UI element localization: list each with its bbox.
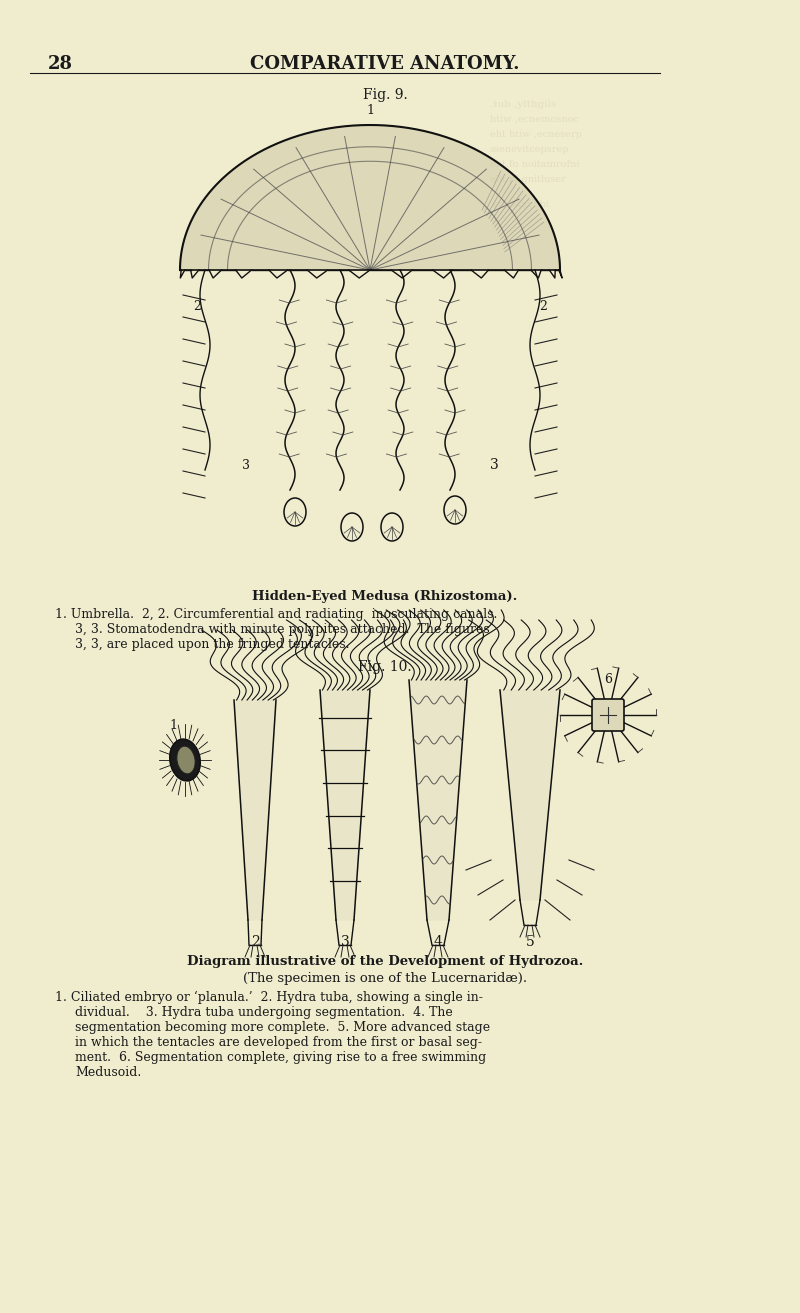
Text: segmentation becoming more complete.  5. More advanced stage: segmentation becoming more complete. 5. … <box>75 1022 490 1035</box>
Text: 2: 2 <box>193 299 201 312</box>
Text: eht htiw ,ecneserp: eht htiw ,ecneserp <box>490 130 582 139</box>
Text: 6: 6 <box>604 674 612 685</box>
Ellipse shape <box>177 746 195 773</box>
Text: (The specimen is one of the Lucernaridæ).: (The specimen is one of the Lucernaridæ)… <box>243 972 527 985</box>
Text: ssenevitcepsrep: ssenevitcepsrep <box>490 144 570 154</box>
Text: COMPARATIVE ANATOMY.: COMPARATIVE ANATOMY. <box>250 55 520 74</box>
Text: in which the tentacles are developed from the first or basal seg-: in which the tentacles are developed fro… <box>75 1036 482 1049</box>
Polygon shape <box>500 691 560 899</box>
Polygon shape <box>234 700 276 920</box>
Text: 3, 3, are placed upon the fringed tentacles.: 3, 3, are placed upon the fringed tentac… <box>75 638 350 651</box>
Text: Hidden-Eyed Medusa (Rhizostoma).: Hidden-Eyed Medusa (Rhizostoma). <box>252 590 518 603</box>
Text: eht ni gnitluser: eht ni gnitluser <box>490 175 566 184</box>
Text: Diagram illustrative of the Development of Hydrozoa.: Diagram illustrative of the Development … <box>187 955 583 968</box>
Text: Fig. 9.: Fig. 9. <box>362 88 407 102</box>
Text: 2: 2 <box>250 935 259 949</box>
Polygon shape <box>180 125 560 270</box>
Ellipse shape <box>170 739 200 781</box>
Text: 1. Umbrella.  2, 2. Circumferential and radiating  inosculating canals.: 1. Umbrella. 2, 2. Circumferential and r… <box>55 608 498 621</box>
Polygon shape <box>320 691 370 920</box>
Text: 1: 1 <box>366 104 374 117</box>
Text: Medusoid.: Medusoid. <box>75 1066 142 1079</box>
Text: 4: 4 <box>434 935 442 949</box>
Text: 3: 3 <box>490 458 498 471</box>
Text: 2: 2 <box>539 299 547 312</box>
Text: 3: 3 <box>242 458 250 471</box>
Text: ment.  6. Segmentation complete, giving rise to a free swimming: ment. 6. Segmentation complete, giving r… <box>75 1050 486 1064</box>
Text: 1. Ciliated embryo or ‘planula.’  2. Hydra tuba, showing a single in-: 1. Ciliated embryo or ‘planula.’ 2. Hydr… <box>55 991 483 1004</box>
Text: htiw ,ecnemosnoc: htiw ,ecnemosnoc <box>490 116 579 123</box>
Text: dividual.    3. Hydra tuba undergoing segmentation.  4. The: dividual. 3. Hydra tuba undergoing segme… <box>75 1006 453 1019</box>
Text: 1: 1 <box>169 720 177 733</box>
Text: Fig. 10.: Fig. 10. <box>358 660 412 674</box>
Text: 28: 28 <box>48 55 73 74</box>
Text: 3: 3 <box>341 935 350 949</box>
Text: .tub ,ylthgils: .tub ,ylthgils <box>490 100 556 109</box>
Text: .roiretni eht: .roiretni eht <box>490 200 550 209</box>
Text: 3, 3. Stomatodendra with minute polypites attached.  The figures: 3, 3. Stomatodendra with minute polypite… <box>75 622 490 635</box>
Text: eht fo noitamrofni: eht fo noitamrofni <box>490 160 579 169</box>
FancyBboxPatch shape <box>592 699 624 731</box>
Polygon shape <box>409 680 467 920</box>
Text: 5: 5 <box>526 935 534 949</box>
